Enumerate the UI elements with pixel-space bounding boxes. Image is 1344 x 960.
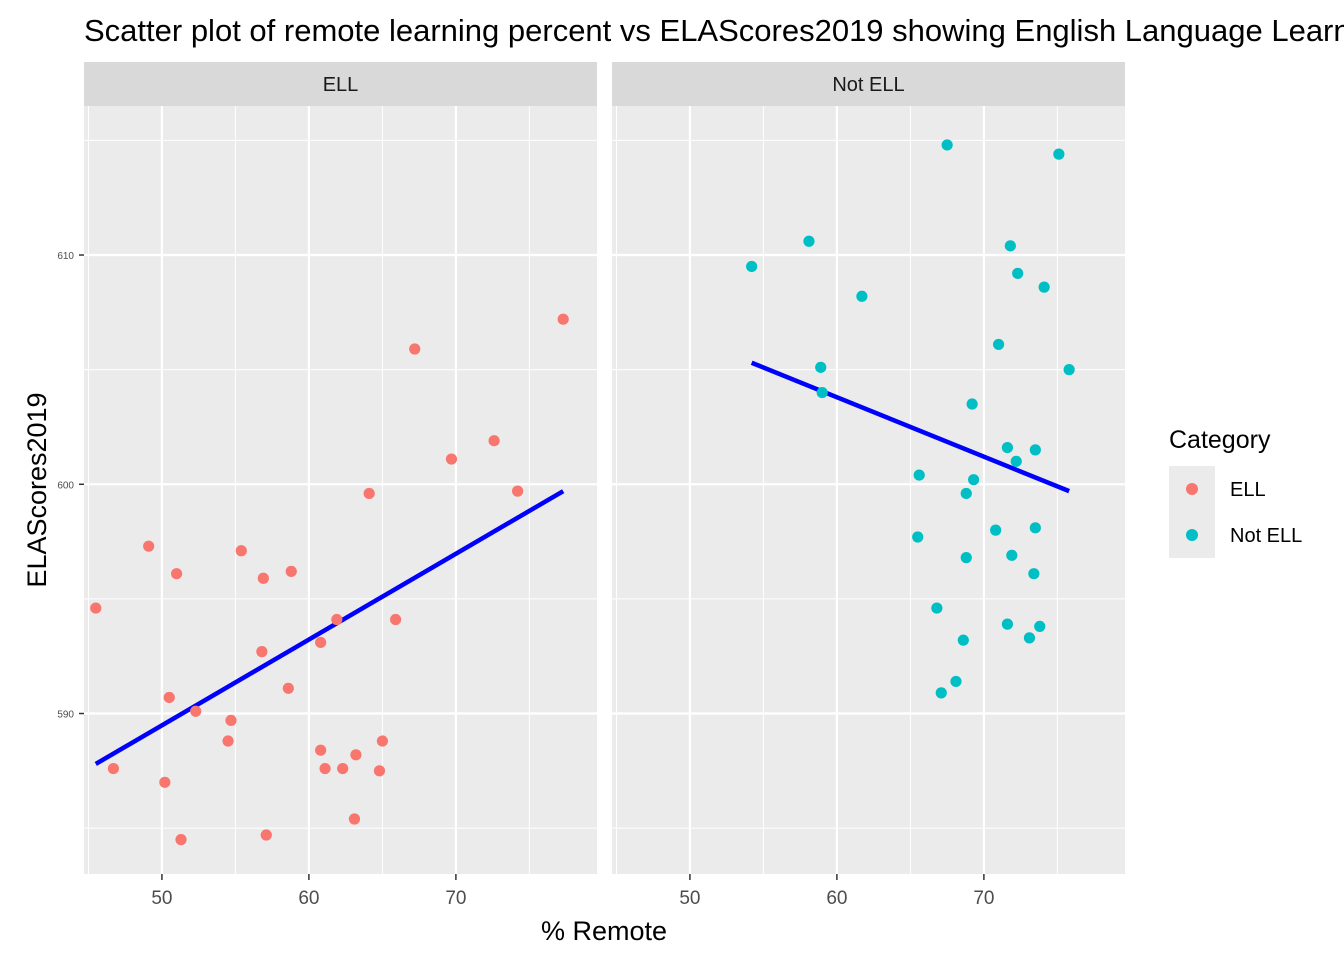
- data-point-ell: [331, 613, 343, 626]
- data-point-not-ell: [1012, 267, 1024, 279]
- data-point-not-ell: [960, 487, 972, 500]
- chart-title: Scatter plot of remote learning percent …: [84, 13, 1344, 48]
- data-point-not-ell: [1063, 364, 1075, 376]
- panel-ell: [84, 106, 597, 874]
- y-tick-label: 600: [57, 480, 74, 491]
- data-point-not-ell: [957, 634, 969, 646]
- y-tick-label: 590: [57, 710, 74, 721]
- x-tick-label: 60: [298, 888, 319, 909]
- fit-line-not-ell: [750, 360, 1070, 494]
- data-point-ell: [390, 613, 402, 626]
- data-point-not-ell: [1006, 549, 1018, 561]
- data-point-not-ell: [966, 398, 978, 410]
- data-point-not-ell: [941, 139, 953, 151]
- legend-title: Category: [1169, 426, 1271, 454]
- data-point-ell: [235, 545, 247, 557]
- data-point-ell: [285, 565, 297, 577]
- fit-line-ell: [94, 489, 565, 766]
- data-point-ell: [222, 735, 234, 747]
- data-point-not-ell: [992, 338, 1005, 351]
- data-point-not-ell: [856, 290, 868, 302]
- data-point-ell: [175, 834, 187, 846]
- data-point-ell: [315, 744, 327, 756]
- data-point-not-ell: [816, 386, 828, 399]
- x-axis-title: % Remote: [541, 916, 667, 946]
- grid-layer: [84, 106, 1125, 874]
- data-point-not-ell: [990, 524, 1002, 536]
- axis-layer: 50 60 70 590 600 610 50 60 70: [57, 251, 994, 909]
- data-point-not-ell: [815, 361, 827, 373]
- data-point-ell: [488, 435, 500, 447]
- data-point-ell: [90, 602, 102, 614]
- data-point-not-ell: [746, 260, 758, 273]
- data-point-ell: [409, 343, 421, 355]
- data-point-ell: [350, 749, 362, 761]
- data-point-not-ell: [950, 675, 962, 688]
- data-point-ell: [256, 646, 268, 658]
- data-point-not-ell: [803, 235, 815, 247]
- data-point-ell: [348, 813, 361, 825]
- data-point-ell: [143, 540, 155, 552]
- data-point-not-ell: [931, 602, 943, 614]
- data-point-not-ell: [1034, 620, 1046, 633]
- data-point-ell: [282, 682, 294, 694]
- data-point-ell: [225, 714, 237, 727]
- data-point-ell: [190, 705, 202, 717]
- fit-layer: [94, 360, 1070, 766]
- data-point-ell: [363, 487, 375, 500]
- x-tick-label: 60: [826, 888, 847, 909]
- data-point-not-ell: [1038, 281, 1050, 293]
- data-point-ell: [315, 636, 327, 649]
- data-point-ell: [260, 829, 272, 841]
- data-point-ell: [171, 568, 183, 580]
- data-point-ell: [107, 762, 119, 775]
- data-point-not-ell: [960, 552, 972, 564]
- x-tick-label: 50: [151, 888, 172, 909]
- data-point-ell: [376, 735, 388, 747]
- data-point-ell: [257, 572, 269, 584]
- data-point-not-ell: [1029, 522, 1041, 534]
- data-point-ell: [163, 691, 175, 704]
- facet-label-not-ell: Not ELL: [832, 74, 904, 96]
- x-tick-label: 70: [445, 888, 466, 909]
- x-tick-label: 70: [973, 888, 994, 909]
- data-point-ell: [512, 485, 524, 497]
- data-point-not-ell: [1010, 455, 1022, 467]
- data-point-not-ell: [1001, 618, 1014, 630]
- facet-strip-ell: [84, 62, 597, 106]
- legend-label-ell: ELL: [1230, 479, 1266, 501]
- data-point-not-ell: [913, 469, 925, 481]
- data-point-not-ell: [1028, 568, 1040, 580]
- facet-strip-not-ell: [612, 62, 1125, 106]
- data-point-ell: [557, 313, 569, 325]
- data-point-not-ell: [935, 687, 947, 699]
- data-point-not-ell: [1004, 240, 1016, 252]
- data-point-not-ell: [1053, 148, 1065, 160]
- x-tick-label: 50: [679, 888, 700, 909]
- data-point-ell: [337, 762, 349, 775]
- data-point-not-ell: [967, 474, 980, 486]
- data-point-not-ell: [1001, 441, 1014, 454]
- point-layer: [90, 139, 1075, 846]
- data-point-ell: [159, 776, 171, 788]
- data-point-ell: [445, 453, 458, 465]
- facet-label-ell: ELL: [323, 74, 359, 96]
- data-point-not-ell: [1023, 632, 1036, 644]
- legend-key-not-ell: [1186, 529, 1198, 541]
- legend-label-not-ell: Not ELL: [1230, 525, 1302, 547]
- data-point-ell: [319, 762, 331, 775]
- y-axis-title: ELAScores2019: [22, 392, 52, 587]
- data-point-ell: [373, 765, 386, 777]
- data-point-not-ell: [912, 531, 924, 543]
- panel-not-ell: [612, 106, 1125, 874]
- legend-key-ell: [1186, 483, 1198, 495]
- y-tick-label: 610: [57, 251, 74, 262]
- data-point-not-ell: [1029, 444, 1041, 456]
